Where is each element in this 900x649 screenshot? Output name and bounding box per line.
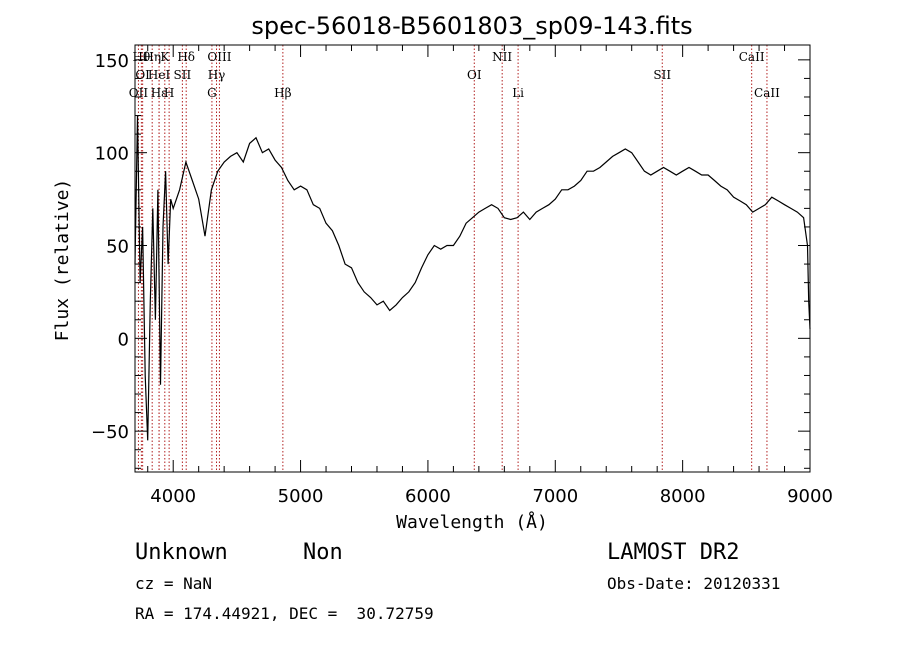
subclass-label: Non [303, 540, 343, 565]
line-label: SII [653, 68, 671, 82]
y-tick-label: 50 [106, 237, 129, 258]
cz-label: cz = NaN [135, 574, 212, 593]
line-label: Hβ [274, 86, 291, 100]
line-label: HeI [148, 68, 171, 82]
line-label: Hγ [208, 68, 226, 82]
x-tick-label: 6000 [405, 486, 451, 507]
x-axis-label: Wavelength (Å) [396, 511, 548, 533]
class-label: Unknown [135, 540, 228, 565]
line-label: Hδ [177, 50, 195, 64]
y-axis-label: Flux (relative) [52, 179, 73, 342]
line-label: K [160, 50, 170, 64]
line-label: CaII [739, 50, 765, 64]
line-label: NII [492, 50, 512, 64]
chart-title: spec-56018-B5601803_sp09-143.fits [251, 12, 692, 40]
obs-date-label: Obs-Date: 20120331 [607, 574, 780, 593]
plot-frame [134, 44, 811, 473]
x-axis: 4000 5000 6000 7000 8000 9000 [147, 45, 833, 507]
line-label: Hη [143, 50, 161, 64]
x-tick-label: 7000 [532, 486, 578, 507]
line-label: CaII [754, 86, 780, 100]
y-tick-label: 0 [118, 329, 129, 350]
spectrum-series [134, 115, 811, 441]
line-label: Hθ [133, 50, 151, 64]
x-tick-label: 9000 [787, 486, 833, 507]
x-tick-label: 8000 [660, 486, 706, 507]
survey-label: LAMOST DR2 [607, 540, 739, 565]
line-label: Hε [151, 86, 168, 100]
line-label: Li [512, 86, 524, 100]
y-axis: −50 0 50 100 150 [91, 51, 810, 469]
coords-label: RA = 174.44921, DEC = 30.72759 [135, 604, 434, 623]
x-tick-label: 5000 [278, 486, 324, 507]
line-label: G [207, 86, 217, 100]
y-tick-label: 100 [95, 144, 129, 165]
line-label: OII [129, 86, 149, 100]
line-label: OIII [207, 50, 231, 64]
y-tick-label: −50 [91, 422, 129, 443]
line-label: H [164, 86, 174, 100]
y-tick-label: 150 [95, 51, 129, 72]
line-label: SII [174, 68, 192, 82]
spectral-line-markers [137, 45, 768, 472]
line-label: OI [467, 68, 482, 82]
x-tick-label: 4000 [150, 486, 196, 507]
